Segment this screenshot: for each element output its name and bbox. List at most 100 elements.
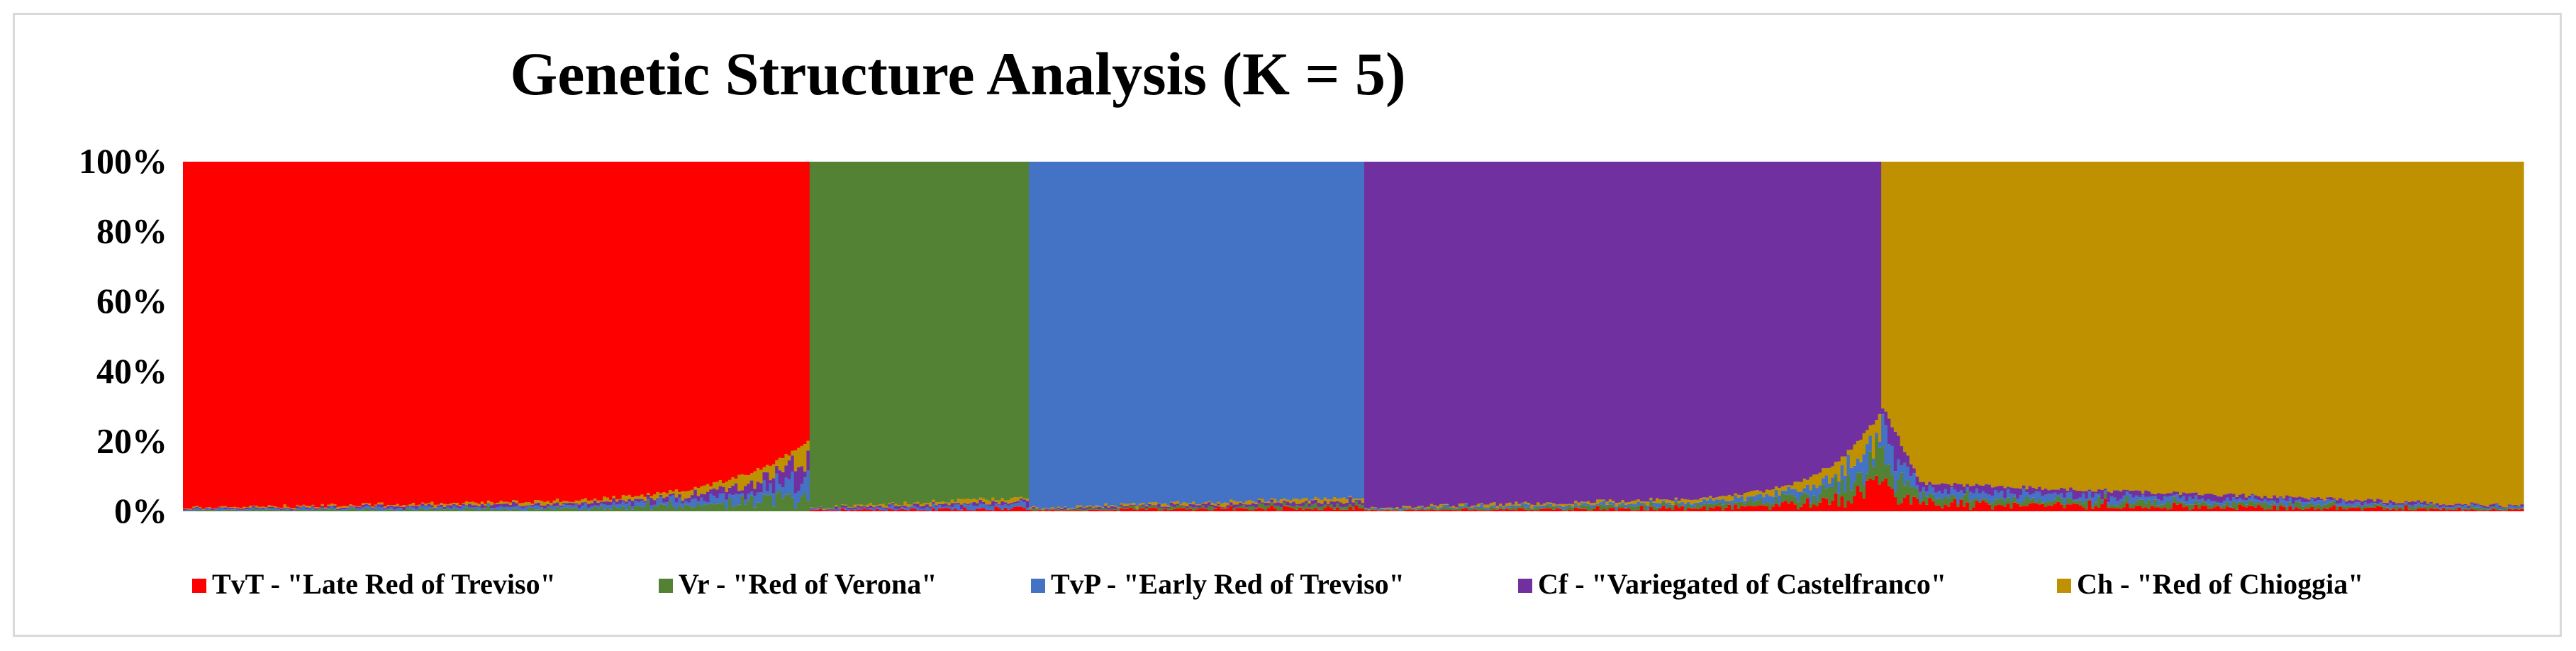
structure-bar-segment: [1705, 500, 1710, 503]
structure-bar-segment: [1714, 499, 1719, 503]
structure-bar-segment: [1305, 503, 1309, 509]
structure-bar-segment: [891, 503, 895, 505]
structure-bar-segment: [367, 162, 372, 503]
structure-bar-segment: [2195, 162, 2199, 493]
structure-bar-segment: [903, 501, 908, 506]
structure-bar-segment: [2429, 508, 2433, 511]
structure-bar-segment: [935, 505, 939, 507]
structure-bar-segment: [1780, 486, 1785, 491]
structure-bar-segment: [2282, 507, 2286, 511]
structure-bar-segment: [2348, 500, 2352, 503]
structure-bar-segment: [1439, 162, 1444, 504]
structure-bar-segment: [2085, 499, 2089, 501]
structure-bar-segment: [715, 489, 720, 499]
structure-bar-segment: [2038, 486, 2042, 492]
structure-bar-segment: [349, 506, 353, 509]
structure-bar-segment: [2069, 162, 2073, 488]
structure-bar-segment: [900, 162, 904, 506]
structure-bar-segment: [393, 505, 397, 507]
structure-bar-segment: [1900, 472, 1904, 503]
structure-bar-segment: [740, 490, 745, 494]
structure-bar-segment: [815, 162, 820, 508]
structure-bar-segment: [314, 508, 318, 510]
structure-bar-segment: [1853, 162, 1857, 445]
structure-bar-segment: [793, 162, 798, 451]
structure-bar-segment: [608, 162, 613, 500]
structure-bar-segment: [1251, 503, 1255, 507]
structure-bar-segment: [559, 162, 563, 503]
structure-bar-segment: [2473, 162, 2477, 503]
structure-bar-segment: [358, 162, 362, 506]
structure-bar-segment: [2094, 502, 2098, 506]
structure-bar-segment: [1477, 503, 1481, 507]
structure-bar-segment: [1204, 162, 1208, 502]
structure-bar-segment: [464, 501, 469, 506]
structure-bar-segment: [2363, 162, 2368, 501]
structure-bar-segment: [1060, 162, 1064, 508]
structure-bar-segment: [2178, 498, 2182, 502]
structure-bar-segment: [727, 479, 732, 488]
structure-bar-segment: [446, 506, 450, 508]
structure-bar-segment: [2260, 507, 2264, 511]
structure-bar-segment: [1605, 162, 1610, 502]
structure-bar-segment: [2275, 497, 2280, 503]
structure-bar-segment: [1537, 162, 1541, 503]
structure-bar-segment: [1116, 162, 1120, 508]
structure-bar-segment: [608, 501, 613, 506]
structure-bar-segment: [1498, 506, 1502, 508]
structure-bar-segment: [1630, 501, 1634, 504]
structure-bar-segment: [2238, 501, 2242, 505]
structure-bar-segment: [1029, 507, 1033, 509]
structure-bar-segment: [1617, 162, 1622, 503]
structure-bar-segment: [1922, 486, 1926, 492]
structure-bar-segment: [1148, 502, 1152, 504]
structure-bar-segment: [1261, 502, 1265, 503]
structure-bar-segment: [950, 503, 954, 508]
structure-bar-segment: [596, 500, 601, 503]
structure-bar-segment: [2000, 491, 2005, 499]
structure-bar-segment: [1749, 162, 1753, 491]
structure-bar-segment: [1555, 162, 1559, 505]
structure-bar-segment: [2235, 162, 2239, 497]
structure-bar-segment: [2354, 508, 2358, 511]
structure-bar-segment: [1730, 506, 1735, 510]
structure-bar-segment: [815, 508, 820, 509]
structure-bar-segment: [727, 162, 732, 480]
structure-bar-segment: [1204, 503, 1208, 508]
structure-bar-segment: [1122, 503, 1127, 506]
structure-bar-segment: [565, 504, 569, 508]
structure-bar-segment: [765, 491, 769, 496]
structure-bar-segment: [2329, 496, 2334, 500]
structure-bar-segment: [1351, 162, 1356, 499]
structure-bar-segment: [1577, 507, 1581, 509]
structure-bar-segment: [937, 503, 942, 506]
structure-bar-segment: [1928, 494, 1932, 499]
structure-bar-segment: [837, 508, 842, 510]
structure-bar-segment: [1736, 498, 1741, 502]
structure-bar-segment: [2329, 162, 2334, 497]
structure-bar-segment: [239, 509, 243, 511]
structure-bar-segment: [1345, 506, 1349, 510]
structure-bar-segment: [433, 504, 437, 508]
structure-bar-segment: [1186, 162, 1190, 503]
structure-bar-segment: [981, 503, 986, 508]
structure-bar-segment: [1395, 162, 1400, 508]
structure-bar-segment: [2423, 162, 2427, 501]
structure-bar-segment: [941, 503, 945, 507]
structure-bar-segment: [862, 506, 866, 507]
structure-bar-segment: [1323, 162, 1327, 498]
structure-bar-segment: [857, 162, 861, 505]
structure-bar-segment: [1612, 502, 1616, 506]
structure-bar-segment: [1878, 441, 1882, 448]
structure-bar-segment: [1320, 506, 1325, 511]
structure-bar-segment: [1946, 484, 1951, 494]
structure-bar-segment: [1780, 162, 1785, 486]
structure-bar-segment: [835, 162, 839, 506]
structure-bar-segment: [684, 504, 688, 511]
structure-bar-segment: [2511, 506, 2515, 508]
structure-bar-segment: [684, 501, 688, 505]
structure-bar-segment: [386, 509, 391, 511]
structure-bar-segment: [1919, 491, 1923, 501]
structure-bar-segment: [2009, 162, 2014, 488]
structure-bar-segment: [1771, 162, 1775, 490]
